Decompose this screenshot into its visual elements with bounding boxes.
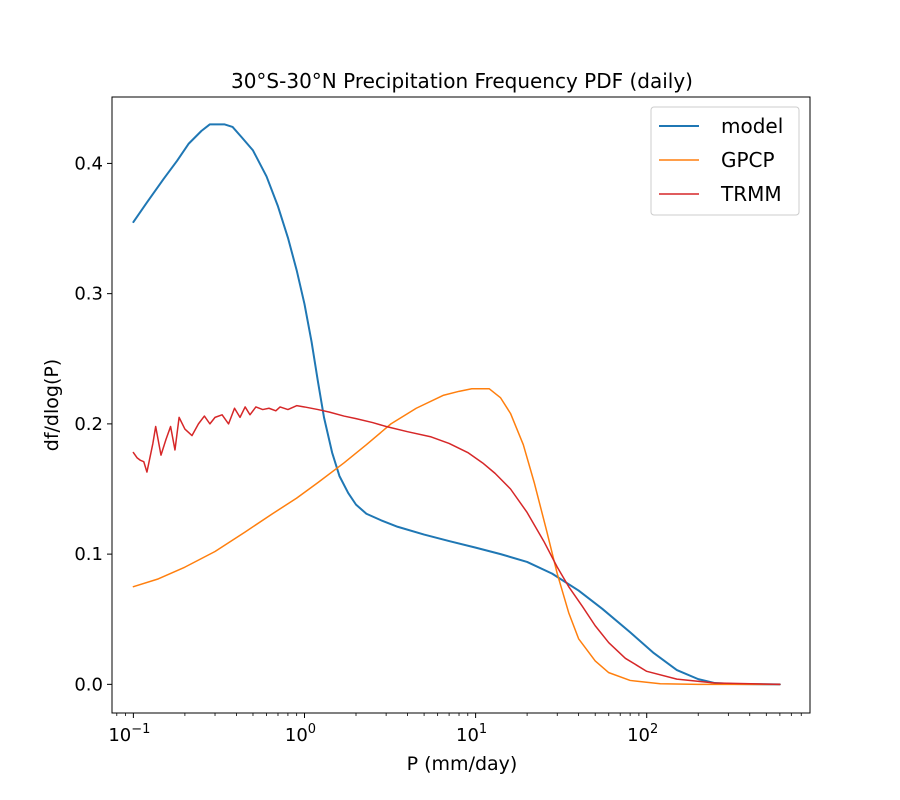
- x-tick-base: 10: [456, 725, 479, 746]
- y-tick-label: 0.2: [74, 414, 103, 435]
- series-line-model: [132, 123, 781, 686]
- legend-label-gpcp: GPCP: [721, 148, 775, 172]
- legend-box: [650, 106, 800, 216]
- x-tick-exponent: −1: [131, 722, 150, 737]
- y-tick-label: 0.4: [74, 153, 103, 174]
- y-tick-label: 0.3: [74, 284, 103, 305]
- legend-label-model: model: [721, 114, 783, 138]
- x-tick-label: 100: [285, 722, 316, 746]
- plot-frame: [111, 96, 811, 714]
- y-tick-label: 0.1: [74, 544, 103, 565]
- x-tick-base: 10: [285, 725, 308, 746]
- x-tick-exponent: 1: [479, 722, 487, 737]
- x-axis-label: P (mm/day): [407, 753, 518, 775]
- legend-label-trmm: TRMM: [720, 182, 782, 206]
- x-tick-exponent: 0: [308, 722, 316, 737]
- y-axis: 0.0 0.1 0.2 0.3 0.4: [74, 153, 112, 695]
- x-tick-exponent: 2: [650, 722, 658, 737]
- x-tick-label: 102: [627, 722, 658, 746]
- y-tick-label: 0.0: [74, 674, 103, 695]
- series-line-gpcp: [132, 387, 781, 686]
- series-layer: [132, 123, 781, 686]
- x-tick-label: 101: [456, 722, 487, 746]
- x-axis: 10−1 100 101 102: [108, 713, 802, 746]
- series-line-trmm: [132, 404, 781, 686]
- chart-title: 30°S-30°N Precipitation Frequency PDF (d…: [231, 69, 693, 93]
- x-tick-base: 10: [108, 725, 131, 746]
- x-tick-label: 10−1: [108, 722, 150, 746]
- legend: model GPCP TRMM: [650, 106, 800, 216]
- x-tick-base: 10: [627, 725, 650, 746]
- y-axis-label: df/dlog(P): [41, 359, 63, 451]
